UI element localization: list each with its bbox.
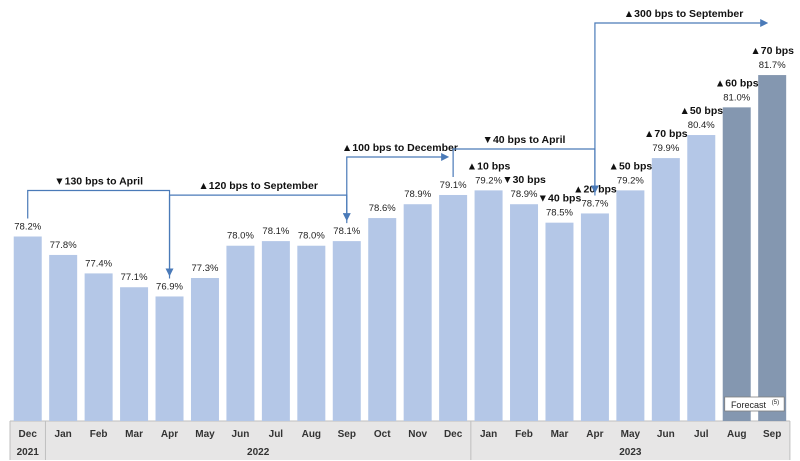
bar-9: [332, 241, 361, 421]
tick-label-14: Feb: [515, 429, 533, 440]
bar-13: [474, 190, 503, 421]
bar-15: [545, 222, 574, 421]
tick-label-20: Aug: [727, 429, 746, 440]
value-label-15: 78.5%: [546, 208, 573, 219]
tick-label-0: Dec: [19, 429, 38, 440]
period-change-label-2: ▲100 bps to December: [342, 142, 458, 154]
bar-2: [84, 273, 113, 421]
value-label-11: 78.9%: [404, 189, 431, 200]
tick-label-9: Sep: [338, 429, 356, 440]
tick-label-7: Jul: [269, 429, 284, 440]
monthly-change-18: ▲70 bps: [644, 128, 688, 140]
tick-label-19: Jul: [694, 429, 709, 440]
tick-label-15: Mar: [551, 429, 569, 440]
value-label-18: 79.9%: [652, 143, 679, 154]
value-label-5: 77.3%: [192, 263, 219, 274]
tick-label-8: Aug: [302, 429, 321, 440]
tick-label-4: Apr: [161, 429, 178, 440]
period-arrow-2: [346, 152, 450, 224]
tick-label-3: Mar: [125, 429, 143, 440]
period-change-label-0: ▼130 bps to April: [54, 176, 143, 188]
value-label-13: 79.2%: [475, 175, 502, 186]
bar-19: [687, 135, 716, 421]
tick-label-17: May: [621, 429, 641, 440]
bar-1: [49, 254, 78, 421]
value-label-20: 81.0%: [723, 92, 750, 103]
bar-17: [616, 190, 645, 421]
tick-label-6: Jun: [232, 429, 250, 440]
x-axis-band: [10, 421, 790, 460]
monthly-change-19: ▲50 bps: [679, 105, 723, 117]
tick-label-5: May: [195, 429, 215, 440]
period-change-label-1: ▲120 bps to September: [198, 180, 318, 192]
monthly-change-21: ▲70 bps: [750, 45, 794, 57]
bar-5: [190, 278, 219, 421]
value-label-7: 78.1%: [262, 226, 289, 237]
value-label-8: 78.0%: [298, 231, 325, 242]
tick-label-21: Sep: [763, 429, 781, 440]
bar-21: [758, 75, 787, 421]
bar-11: [403, 204, 432, 421]
tick-label-16: Apr: [586, 429, 603, 440]
bar-12: [439, 194, 468, 421]
bar-3: [120, 287, 149, 421]
monthly-change-15: ▼40 bps: [538, 193, 582, 205]
value-label-0: 78.2%: [14, 222, 41, 233]
monthly-change-17: ▲50 bps: [609, 160, 653, 172]
tick-label-12: Dec: [444, 429, 463, 440]
bar-18: [651, 158, 680, 421]
bar-10: [368, 218, 397, 421]
tick-label-10: Oct: [374, 429, 391, 440]
bar-8: [297, 245, 326, 421]
bar-7: [261, 241, 290, 421]
tick-label-11: Nov: [408, 429, 427, 440]
forecast-note: (5): [772, 400, 779, 406]
value-label-14: 78.9%: [511, 189, 538, 200]
year-label-2021: 2021: [17, 447, 40, 458]
value-label-4: 76.9%: [156, 281, 183, 292]
value-label-1: 77.8%: [50, 240, 77, 251]
bar-6: [226, 245, 255, 421]
period-arrow-4: [594, 19, 769, 196]
value-label-17: 79.2%: [617, 175, 644, 186]
tick-label-1: Jan: [55, 429, 72, 440]
bar-4: [155, 296, 184, 421]
value-label-16: 78.7%: [581, 198, 608, 209]
value-label-19: 80.4%: [688, 120, 715, 131]
tick-label-13: Jan: [480, 429, 497, 440]
year-label-2023: 2023: [619, 447, 642, 458]
period-change-label-3: ▼40 bps to April: [483, 134, 566, 146]
value-label-9: 78.1%: [333, 226, 360, 237]
bar-14: [510, 204, 539, 421]
forecast-label: Forecast: [731, 400, 767, 410]
bar-20: [722, 107, 751, 421]
year-label-2022: 2022: [247, 447, 270, 458]
value-label-12: 79.1%: [440, 180, 467, 191]
monthly-change-14: ▼30 bps: [502, 174, 546, 186]
value-label-2: 77.4%: [85, 258, 112, 269]
value-label-21: 81.7%: [759, 60, 786, 71]
bar-16: [580, 213, 609, 421]
value-label-3: 77.1%: [121, 272, 148, 283]
tick-label-18: Jun: [657, 429, 675, 440]
monthly-change-13: ▲10 bps: [467, 160, 511, 172]
bar-0: [13, 236, 42, 421]
value-label-10: 78.6%: [369, 203, 396, 214]
forecast-tag-box: [724, 396, 785, 412]
value-label-6: 78.0%: [227, 231, 254, 242]
monthly-change-20: ▲60 bps: [715, 77, 759, 89]
period-change-label-4: ▲300 bps to September: [624, 8, 744, 20]
tick-label-2: Feb: [90, 429, 108, 440]
